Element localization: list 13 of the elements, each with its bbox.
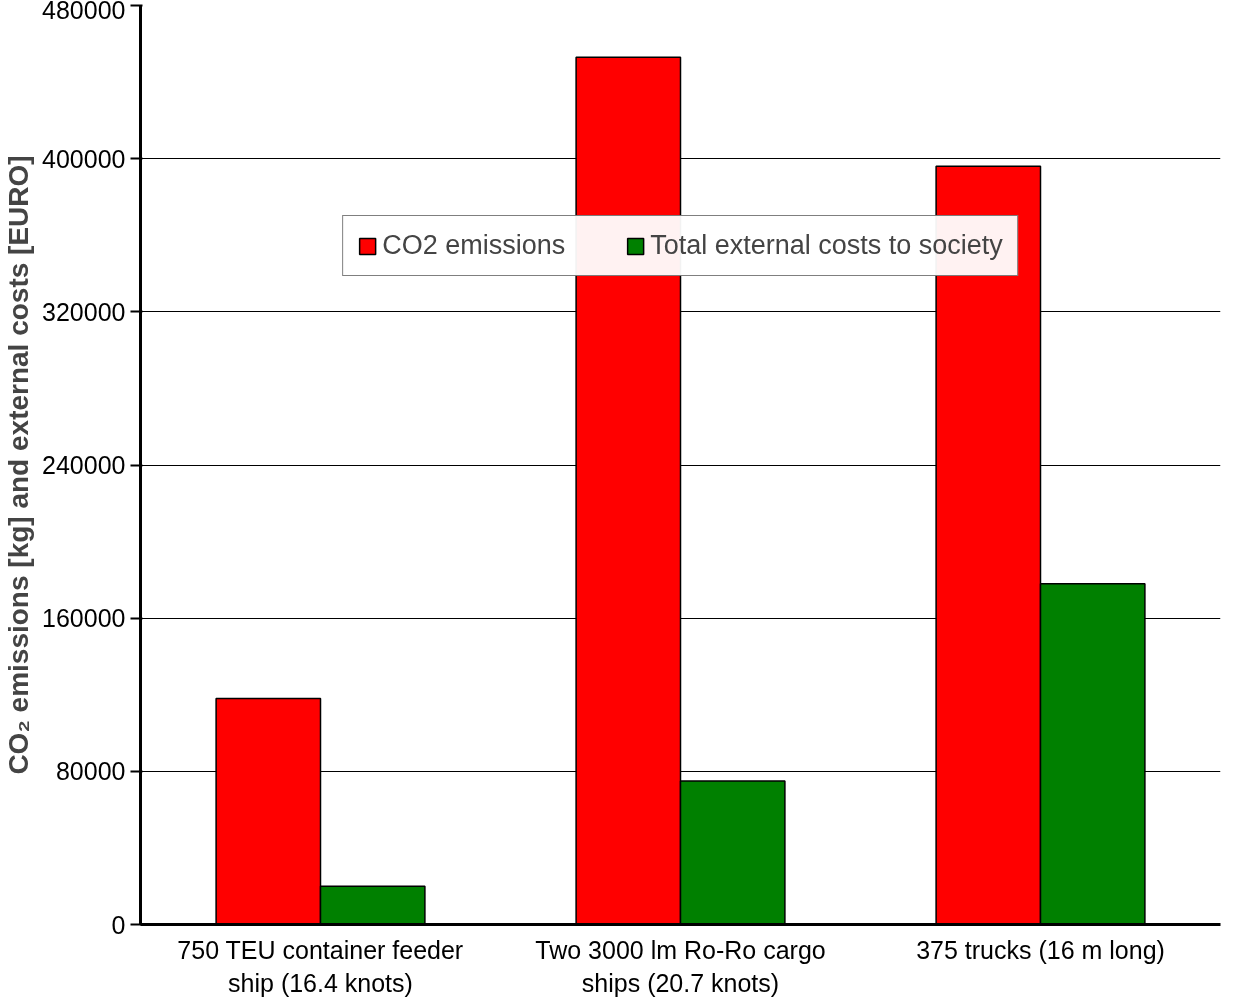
y-tick-label: 0	[111, 910, 126, 939]
y-tick-label: 160000	[42, 604, 126, 633]
y-axis-title: CO₂ emissions [kg] and external costs [EURO]	[3, 155, 35, 775]
y-tick-label: 480000	[42, 0, 126, 24]
x-tick-label: Two 3000 lm Ro-Ro cargo ships (20.7 knots)	[535, 935, 826, 998]
y-tick-label: 400000	[42, 144, 126, 173]
x-tick-label: 375 trucks (16 m long)	[916, 935, 1165, 964]
legend-label: CO2 emissions	[382, 230, 566, 261]
x-tick-label: 750 TEU container feeder ship (16.4 knots)	[177, 935, 464, 998]
y-tick-label: 80000	[55, 757, 126, 786]
y-tick-label: 320000	[42, 297, 126, 326]
y-tick-label: 240000	[42, 451, 126, 479]
legend-label: Total external costs to society	[650, 230, 1003, 261]
